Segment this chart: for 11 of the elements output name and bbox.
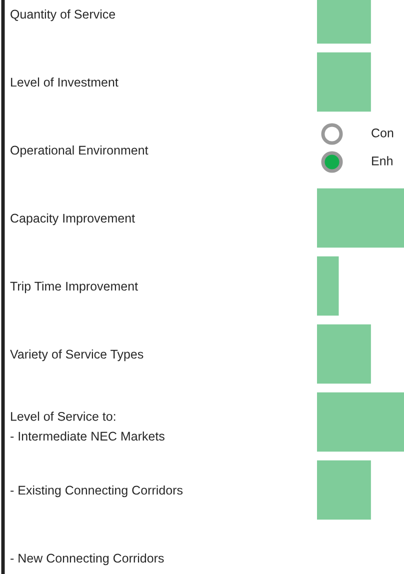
y-tick-label: Operational Environment <box>10 145 148 158</box>
y-tick-label: Quantity of Service <box>10 9 116 22</box>
y-tick-label: Trip Time Improvement <box>10 281 138 294</box>
y-tick-label: - New Connecting Corridors <box>10 553 164 566</box>
annotation: Enh <box>372 156 392 166</box>
y-tick-label: Level of Investment <box>11 77 118 87</box>
annotation: Con <box>372 128 394 138</box>
y-tick-label: - Existing Connecting Corridors <box>10 485 183 498</box>
y-tick-label: Level of Service to: - Intermediate NEC Markets <box>10 412 164 441</box>
y-tick-label: Capacity Improvement <box>10 213 135 226</box>
y-tick-label: Variety of Service Types <box>10 349 144 362</box>
